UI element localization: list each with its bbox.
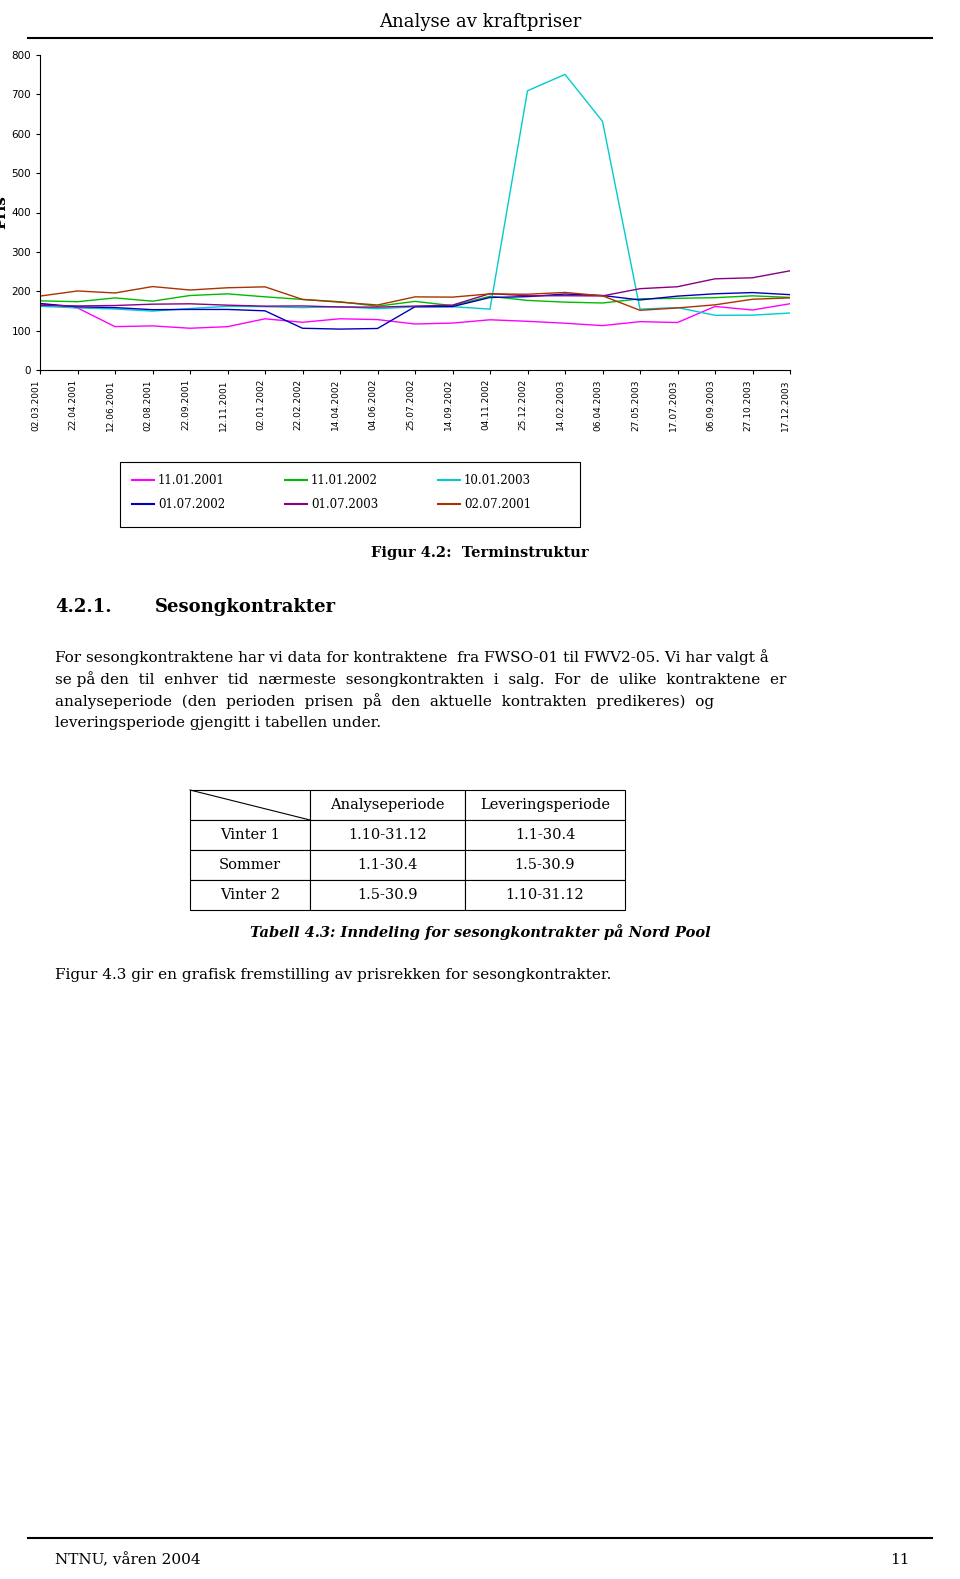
Text: 01.07.2002: 01.07.2002 (158, 497, 226, 510)
Text: 1.10-31.12: 1.10-31.12 (348, 827, 427, 842)
Text: 1.5-30.9: 1.5-30.9 (357, 887, 418, 902)
Text: analyseperiode  (den  perioden  prisen  på  den  aktuelle  kontrakten  predikere: analyseperiode (den perioden prisen på d… (55, 693, 714, 709)
Text: Analyse av kraftpriser: Analyse av kraftpriser (379, 13, 581, 32)
Text: 11.01.2001: 11.01.2001 (158, 474, 225, 486)
Text: 10.01.2003: 10.01.2003 (464, 474, 531, 486)
Bar (310, 880, 465, 910)
Text: Figur 4.2:  Terminstruktur: Figur 4.2: Terminstruktur (372, 546, 588, 561)
Text: 02.07.2001: 02.07.2001 (464, 497, 531, 510)
Bar (310, 850, 465, 880)
Text: Analyseperiode: Analyseperiode (330, 797, 444, 812)
Text: Vinter 1: Vinter 1 (220, 827, 280, 842)
Bar (190, 820, 310, 850)
Text: Leveringsperiode: Leveringsperiode (480, 797, 610, 812)
Bar (190, 790, 310, 820)
Text: For sesongkontraktene har vi data for kontraktene  fra FWSO-01 til FWV2-05. Vi h: For sesongkontraktene har vi data for ko… (55, 649, 769, 665)
Text: 11: 11 (891, 1554, 910, 1566)
Bar (465, 850, 625, 880)
Text: 1.10-31.12: 1.10-31.12 (506, 887, 585, 902)
Bar (465, 790, 625, 820)
Text: 1.1-30.4: 1.1-30.4 (515, 827, 575, 842)
Bar (310, 820, 465, 850)
Text: 1.5-30.9: 1.5-30.9 (515, 857, 575, 872)
Y-axis label: Pris: Pris (0, 196, 9, 229)
Text: NTNU, våren 2004: NTNU, våren 2004 (55, 1552, 201, 1568)
Text: 4.2.1.: 4.2.1. (55, 598, 111, 616)
Text: Figur 4.3 gir en grafisk fremstilling av prisrekken for sesongkontrakter.: Figur 4.3 gir en grafisk fremstilling av… (55, 968, 612, 982)
Text: 11.01.2002: 11.01.2002 (311, 474, 378, 486)
Bar (190, 880, 310, 910)
Text: Sommer: Sommer (219, 857, 281, 872)
Text: leveringsperiode gjengitt i tabellen under.: leveringsperiode gjengitt i tabellen und… (55, 715, 381, 729)
Text: Vinter 2: Vinter 2 (220, 887, 280, 902)
Bar (310, 790, 465, 820)
Bar (190, 850, 310, 880)
Text: Tabell 4.3: Inndeling for sesongkontrakter på Nord Pool: Tabell 4.3: Inndeling for sesongkontrakt… (250, 924, 710, 940)
Bar (120, 463, 580, 527)
Text: 01.07.2003: 01.07.2003 (311, 497, 378, 510)
Bar (465, 820, 625, 850)
Bar (465, 880, 625, 910)
Text: 1.1-30.4: 1.1-30.4 (357, 857, 418, 872)
Text: Sesongkontrakter: Sesongkontrakter (155, 598, 336, 616)
Text: se på den  til  enhver  tid  nærmeste  sesongkontrakten  i  salg.  For  de  ulik: se på den til enhver tid nærmeste sesong… (55, 671, 786, 687)
